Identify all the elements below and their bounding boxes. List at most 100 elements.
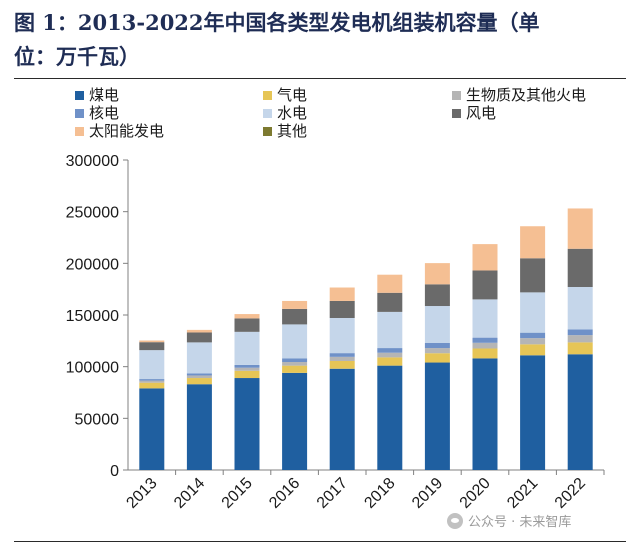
x-tick-label: 2020 [457,475,494,512]
bar-segment [567,208,593,249]
legend-item-hydro: 水电 [263,104,307,122]
bar-segment [329,360,355,369]
bar-segment [520,355,546,470]
bar-segment [472,358,498,470]
bar-segment [282,365,308,373]
bar-segment [472,337,498,343]
bar-segment [282,300,308,309]
legend-label-other: 其他 [277,122,308,140]
legend-swatch-nuclear [75,108,84,118]
bar-segment [139,342,165,351]
bar-segment [520,258,546,293]
chart-title-line1: 图 1：2013-2022年中国各类型发电机组装机容量（单 [14,10,540,35]
bar-segment [139,379,165,381]
bar-segment [329,353,355,357]
legend-label-hydro: 水电 [277,104,308,122]
bar-segment [377,274,403,293]
legend-item-other: 其他 [263,122,307,140]
legend-item-biomass: 生物质及其他火电 [452,86,586,104]
y-tick-label: 200000 [66,256,119,273]
x-tick-label: 2019 [409,475,446,512]
bar-segment [234,318,260,332]
bar-segment [377,311,403,349]
bar-segment [329,356,355,361]
legend-label-biomass: 生物质及其他火电 [466,86,587,104]
x-tick-label: 2014 [171,475,208,512]
bar-segment [234,314,260,319]
bottom-rule [14,541,626,542]
legend-swatch-biomass [452,90,461,100]
bar-segment [520,338,546,345]
legend-swatch-solar [75,126,84,136]
bar-segment [282,324,308,359]
bar-segment [234,370,260,379]
bar-segment [567,335,593,343]
bar-segment [329,287,355,301]
wechat-icon [447,512,463,529]
bar-segment [424,362,450,470]
chart-title: 图 1：2013-2022年中国各类型发电机组装机容量（单 位：万千瓦） [14,6,624,74]
legend-label-gas: 气电 [277,86,308,104]
bar-segment [472,348,498,359]
legend-swatch-gas [263,90,272,100]
bar-segment [424,353,450,363]
bar-segment [424,306,450,344]
bar-segment [377,292,403,312]
bar-segment [472,342,498,349]
y-tick-label: 300000 [66,153,119,170]
bar-segment [567,342,593,355]
legend-label-nuclear: 核电 [89,104,120,122]
legend-label-wind: 风电 [466,104,497,122]
top-rule [14,78,626,79]
bar-segment [377,357,403,366]
bar-segment [472,270,498,300]
bar-segment [567,248,593,287]
bar-segment [186,332,212,343]
bar-segment [234,331,260,365]
bar-segment [520,344,546,356]
bar-segment [520,292,546,333]
watermark-text: 公众号 · 未来智库 [468,515,572,530]
bar-segment [520,226,546,259]
legend-item-wind: 风电 [452,104,496,122]
legend-swatch-other [263,126,272,136]
x-tick-label: 2018 [361,475,398,512]
bar-segment [234,378,260,470]
bar-segment [377,365,403,470]
bar-segment [282,308,308,325]
x-tick-label: 2016 [266,475,303,512]
legend-label-solar: 太阳能发电 [89,122,165,140]
bar-segment [186,384,212,470]
legend-swatch-hydro [263,108,272,118]
bar-segment [567,354,593,470]
legend-swatch-wind [452,108,461,118]
bar-segment [139,388,165,470]
bar-segment [424,343,450,349]
bar-segment [424,284,450,307]
legend-swatch-coal [75,90,84,100]
bar-segment [377,352,403,358]
bar-segment [139,350,165,380]
bar-segment [186,375,212,379]
y-tick-label: 100000 [66,360,119,377]
bar-segment [424,348,450,354]
legend-item-nuclear: 核电 [75,104,119,122]
bar-segment [139,380,165,383]
bar-segment [282,362,308,366]
legend-item-coal: 煤电 [75,86,119,104]
bar-segment [234,364,260,368]
bar-segment [472,299,498,338]
bar-segment [567,329,593,336]
bar-segment [234,367,260,371]
legend-item-gas: 气电 [263,86,307,104]
bar-segment [186,373,212,376]
watermark: 公众号 · 未来智库 [447,511,571,530]
chart-title-line2: 位：万千瓦） [14,44,140,69]
bar-segment [520,332,546,339]
x-tick-label: 2022 [552,475,589,512]
x-tick-label: 2021 [504,475,541,512]
bar-segment [329,300,355,318]
y-tick-label: 0 [110,463,119,480]
bar-segment [139,382,165,389]
